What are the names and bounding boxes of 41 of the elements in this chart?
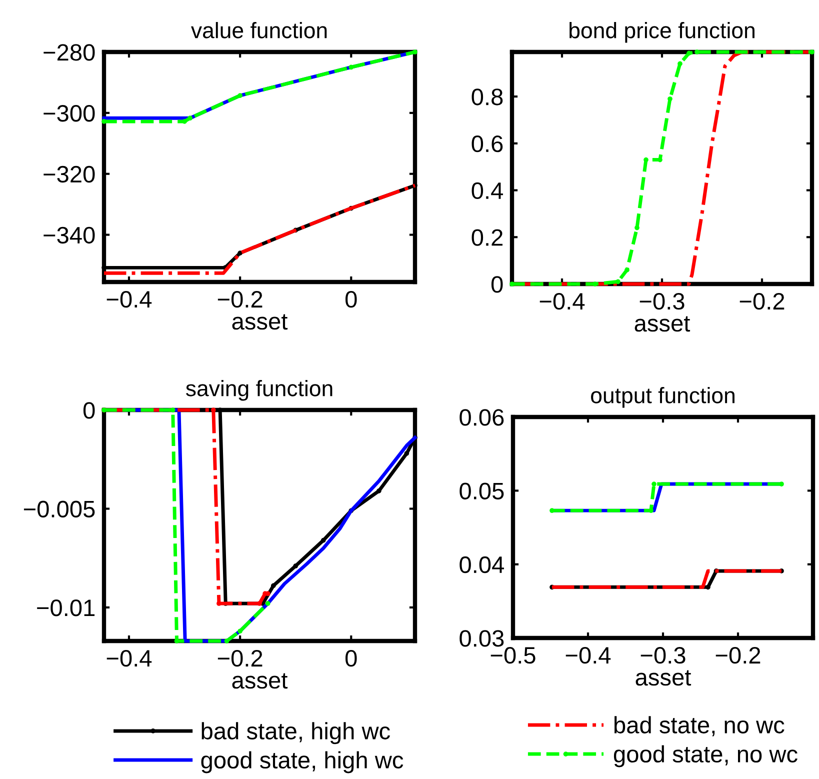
chart-title: saving function [186, 380, 332, 401]
y-tick-label: −320 [44, 166, 95, 183]
x-tick-label: −0.2 [218, 290, 262, 308]
y-tick-label: 0.03 [460, 630, 504, 647]
x-tick-label: 0 [345, 650, 357, 667]
x-tick-label: −0.5 [490, 646, 536, 664]
y-tick-label: 0.8 [472, 88, 503, 106]
x-tick-label: −0.2 [218, 650, 262, 667]
y-tick-label: 0 [83, 402, 95, 419]
x-axis-title: asset [232, 673, 288, 689]
legend-label: bad state, high wc [202, 722, 390, 744]
y-tick-label: −340 [44, 226, 95, 244]
x-tick-label: −0.3 [640, 292, 684, 310]
y-tick-label: −0.01 [37, 600, 95, 616]
x-tick-label: 0 [345, 290, 357, 308]
y-tick-label: 0 [491, 276, 503, 293]
y-tick-label: 0.05 [460, 482, 504, 500]
y-tick-label: 0.2 [472, 229, 502, 246]
y-tick-label: 0.6 [472, 135, 503, 152]
y-tick-label: −280 [44, 44, 95, 61]
x-tick-label: −0.4 [106, 650, 152, 667]
chart-title: bond price function [570, 22, 754, 43]
x-tick-label: −0.4 [540, 292, 585, 310]
chart-title: value function [191, 22, 327, 38]
y-tick-label: −300 [44, 104, 95, 122]
x-tick-label: −0.2 [716, 646, 760, 664]
legend-label: good state, high wc [201, 751, 404, 774]
y-tick-label: 0.06 [460, 409, 504, 426]
y-tick-label: −0.005 [24, 500, 95, 518]
x-tick-label: −0.4 [106, 290, 152, 308]
x-axis-title: asset [232, 314, 288, 330]
chart-title: output function [591, 387, 734, 408]
x-tick-label: −0.3 [640, 646, 686, 664]
y-tick-label: 0.04 [460, 556, 504, 574]
legend-label: good state, no wc [614, 745, 798, 768]
y-tick-label: 0.4 [472, 182, 503, 200]
x-axis-title: asset [634, 316, 690, 332]
x-axis-title: asset [636, 670, 692, 686]
x-tick-label: −0.2 [740, 292, 784, 310]
x-tick-label: −0.4 [566, 646, 611, 664]
legend-label: bad state, no wc [614, 716, 784, 736]
